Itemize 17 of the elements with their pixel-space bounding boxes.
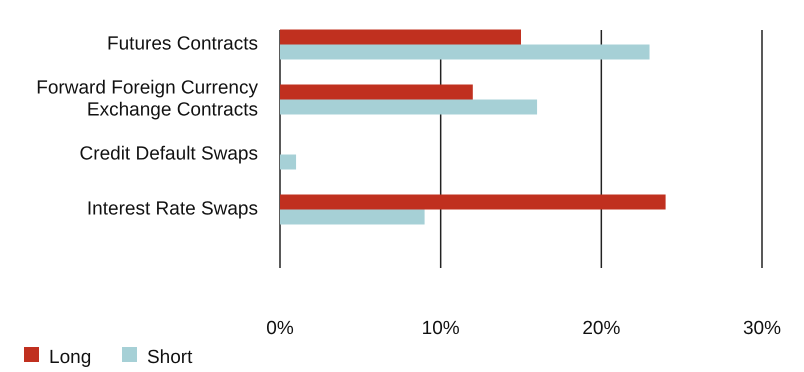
- x-tick-label: 10%: [422, 318, 460, 339]
- bar: [280, 44, 650, 60]
- bar: [280, 154, 296, 170]
- legend-label: Short: [147, 347, 194, 368]
- y-tick-label: Credit Default Swaps: [80, 144, 258, 164]
- bar: [280, 84, 473, 100]
- y-tick-label: Interest Rate Swaps: [86, 198, 258, 220]
- x-tick-label: 20%: [582, 318, 620, 339]
- legend-label: Long: [49, 347, 92, 368]
- x-tick-label: 30%: [742, 318, 782, 339]
- x-tick-label: 0%: [266, 318, 294, 339]
- y-tick-label: Forward Foreign Currency Exchange Contracts: [36, 78, 258, 120]
- bar: [280, 30, 521, 44]
- bar: [280, 194, 666, 210]
- bar: [280, 100, 538, 114]
- bar: [280, 210, 425, 224]
- y-tick-label: Futures Contracts: [107, 34, 258, 54]
